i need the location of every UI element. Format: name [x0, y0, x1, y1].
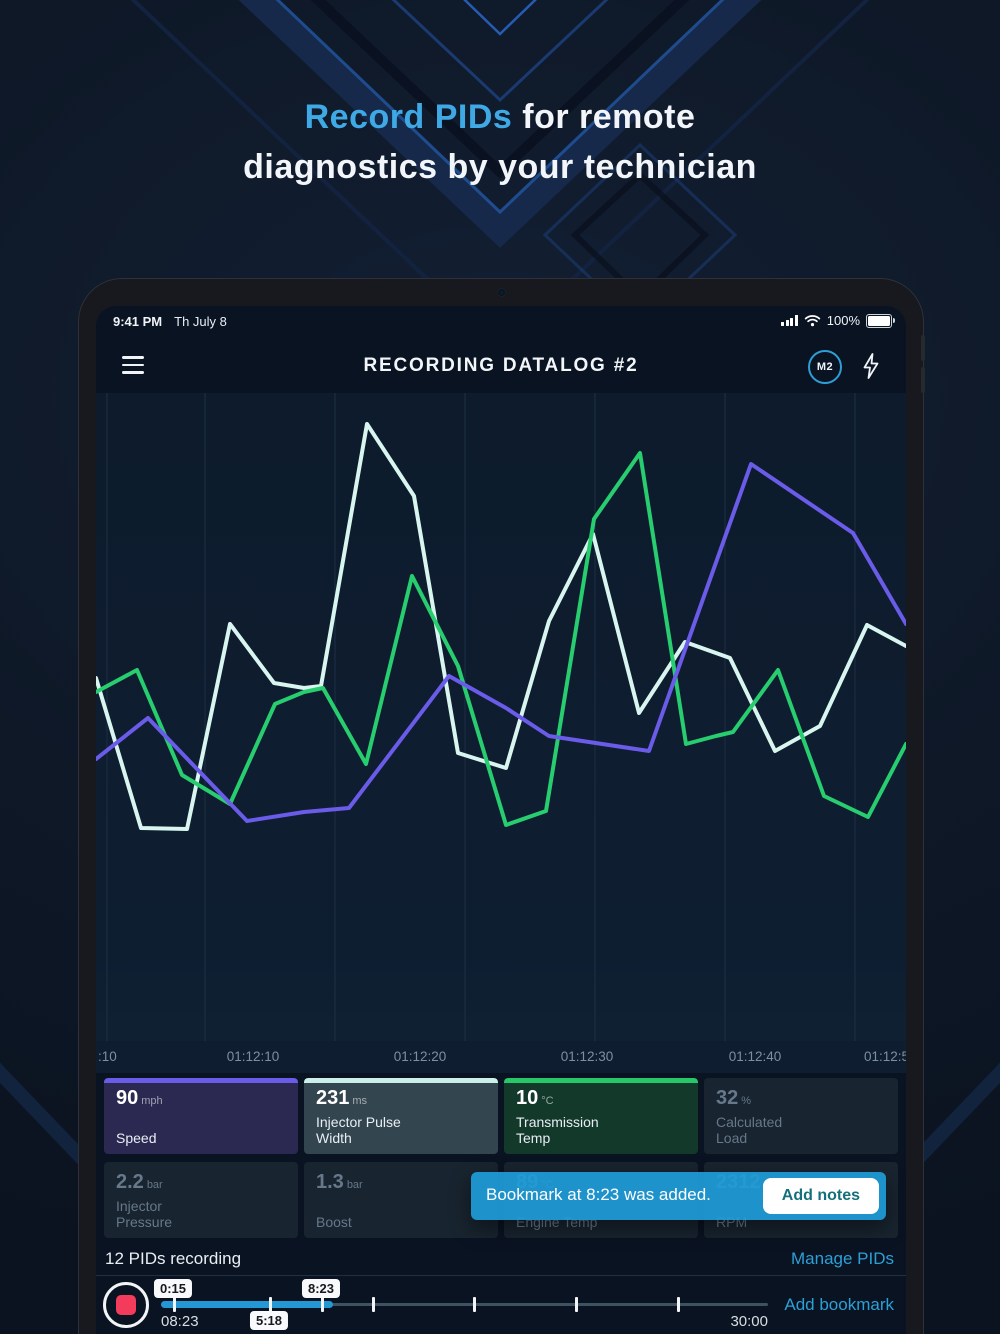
pid-value: 32	[716, 1087, 739, 1109]
pid-label: Boost	[316, 1214, 352, 1231]
recording-timeline[interactable]: 0:15 8:23 5:18 08:23 30:00	[153, 1279, 768, 1330]
battery-icon	[866, 313, 895, 328]
time-tick: 01:12:10	[226, 1049, 280, 1064]
pid-card-calculated-load[interactable]: 32% Calculated Load	[704, 1078, 898, 1154]
hero-highlight: Record PIDs	[304, 98, 513, 136]
hero-headline: Record PIDs for remote diagnostics by yo…	[0, 92, 1000, 192]
hero-line2: diagnostics by your technician	[243, 148, 757, 186]
status-date: Th July 8	[174, 314, 227, 329]
manage-pids-link[interactable]: Manage PIDs	[791, 1249, 894, 1268]
pid-unit: °C	[541, 1095, 554, 1107]
time-axis: :10 01:12:10 01:12:20 01:12:30 01:12:40 …	[96, 1041, 906, 1073]
pid-accent-bar	[304, 1078, 498, 1083]
add-bookmark-link[interactable]: Add bookmark	[784, 1295, 894, 1314]
pid-accent-bar	[104, 1078, 298, 1083]
cellular-signal-icon	[781, 315, 798, 326]
time-tick: 01:12:5	[864, 1049, 906, 1064]
m2-device-badge[interactable]: M2	[808, 350, 842, 384]
bookmark-tick	[321, 1297, 324, 1312]
pid-value: 231	[316, 1087, 350, 1109]
timeline-tick	[677, 1297, 680, 1312]
bookmark-toast: Bookmark at 8:23 was added. Add notes	[471, 1172, 886, 1220]
pid-accent-bar	[504, 1078, 698, 1083]
stop-recording-button[interactable]	[103, 1282, 149, 1328]
front-camera-dot	[498, 289, 505, 296]
pid-unit: ms	[352, 1095, 368, 1107]
time-tick: 01:12:20	[393, 1049, 447, 1064]
series-speed	[96, 462, 906, 823]
app-screen: 9:41 PM Th July 8 100%	[96, 306, 906, 1334]
hero-line1: Record PIDs for remote	[304, 98, 696, 136]
ipad-device-frame: 9:41 PM Th July 8 100%	[78, 278, 925, 1334]
bookmark-chip[interactable]: 8:23	[301, 1279, 341, 1298]
pid-value: 90	[116, 1087, 139, 1109]
bookmark-tick	[173, 1297, 176, 1312]
series-injector-pulse-width	[96, 422, 906, 831]
pid-value: 1.3	[316, 1171, 344, 1193]
app-header: RECORDING DATALOG #2 M2	[96, 339, 906, 393]
bookmark-tick	[269, 1297, 272, 1312]
elapsed-time: 08:23	[161, 1313, 199, 1330]
pid-value: 2.2	[116, 1171, 144, 1193]
pid-card-speed[interactable]: 90 mph Speed	[104, 1078, 298, 1154]
pid-label: Injector Pressure	[116, 1197, 173, 1231]
volume-up-button	[921, 335, 925, 361]
pid-label: Transmission Temp	[516, 1113, 599, 1147]
pid-unit: %	[741, 1095, 752, 1107]
wifi-icon	[804, 315, 820, 327]
pid-card-injector-pressure[interactable]: 2.2 bar Injector Pressure	[104, 1162, 298, 1238]
bookmark-chip[interactable]: 5:18	[249, 1311, 289, 1330]
pids-recording-status: 12 PIDs recording	[105, 1249, 242, 1268]
timeline-track	[161, 1303, 768, 1306]
status-bar: 9:41 PM Th July 8 100%	[96, 310, 906, 334]
time-tick: 01:12:40	[728, 1049, 782, 1064]
time-tick: 01:12:30	[560, 1049, 614, 1064]
series-transmission-temp	[96, 451, 906, 827]
pid-card-injector-pulse-width[interactable]: 231 ms Injector Pulse Width	[304, 1078, 498, 1154]
menu-icon[interactable]	[122, 356, 144, 374]
total-time: 30:00	[730, 1313, 768, 1330]
pid-card-boost[interactable]: 1.3 bar Boost	[304, 1162, 498, 1238]
divider	[96, 1275, 906, 1276]
pid-unit: bar	[346, 1179, 363, 1191]
status-time: 9:41 PM	[113, 314, 163, 329]
datalog-chart	[96, 393, 906, 1041]
pid-card-transmission-temp[interactable]: 10 °C Transmission Temp	[504, 1078, 698, 1154]
pid-unit: bar	[146, 1179, 163, 1191]
timeline-tick	[372, 1297, 375, 1312]
chart-plot	[96, 393, 906, 1041]
add-notes-button[interactable]: Add notes	[762, 1178, 879, 1214]
volume-down-button	[921, 367, 925, 393]
toast-message: Bookmark at 8:23 was added.	[486, 1185, 711, 1204]
pid-unit: mph	[141, 1095, 163, 1107]
stop-square-icon	[116, 1295, 136, 1315]
timeline-tick	[473, 1297, 476, 1312]
pid-label: Speed	[116, 1130, 157, 1147]
pid-label: Injector Pulse Width	[316, 1113, 401, 1147]
pid-label: Calculated Load	[716, 1113, 783, 1147]
lightning-bolt-icon[interactable]	[860, 352, 882, 380]
bookmark-chip[interactable]: 0:15	[153, 1279, 193, 1298]
timeline-tick	[575, 1297, 578, 1312]
pid-value: 10	[516, 1087, 539, 1109]
page-title: RECORDING DATALOG #2	[363, 355, 639, 376]
time-tick: :10	[98, 1049, 117, 1064]
timeline-progress	[161, 1301, 333, 1308]
battery-percent: 100%	[826, 313, 860, 328]
